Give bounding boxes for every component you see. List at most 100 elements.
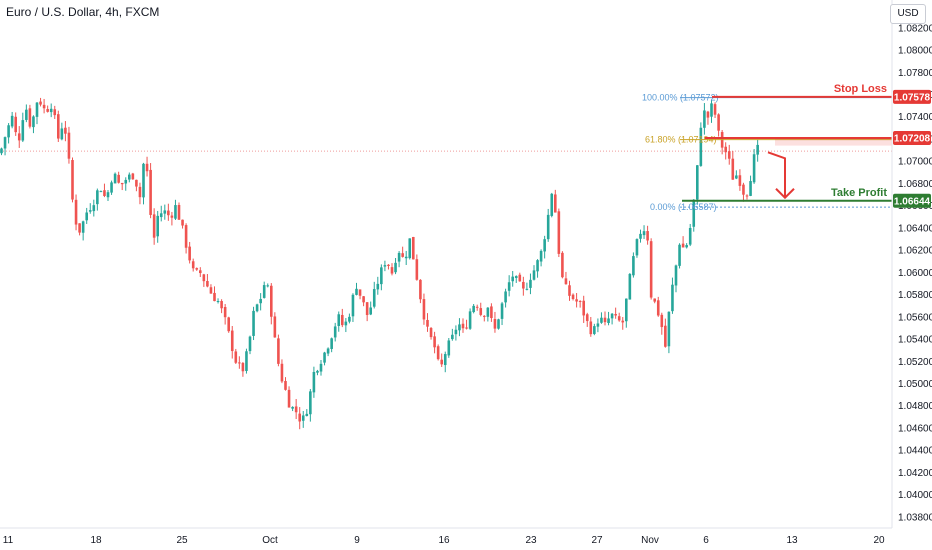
candle-body	[504, 291, 507, 303]
candle-body	[280, 363, 284, 382]
candle-body	[415, 259, 419, 280]
candle-body	[330, 338, 333, 349]
candle-body	[301, 415, 305, 421]
resistance-zone	[775, 138, 892, 146]
candle-body	[372, 289, 376, 307]
candle-body	[412, 236, 415, 260]
candle-body	[653, 298, 656, 302]
candle-body	[245, 351, 248, 371]
candle-body	[475, 306, 479, 308]
candle-body	[142, 163, 145, 198]
candle-body	[731, 158, 735, 180]
candle-body	[294, 406, 298, 413]
candle-body	[21, 120, 25, 141]
candle-body	[110, 182, 113, 193]
candle-body	[287, 389, 291, 408]
price-tags: 1.07578 1.07208 1.06644	[893, 89, 931, 208]
candle-body	[607, 318, 610, 324]
y-tick-label: 1.06200	[898, 246, 932, 257]
candle-body	[138, 186, 142, 198]
fib-label: 100.00% (1.07572)	[642, 93, 719, 103]
candle-body	[649, 241, 653, 298]
candle-body	[0, 148, 3, 154]
y-tick-label: 1.06400	[898, 223, 932, 234]
candle-body	[727, 151, 731, 159]
candle-body	[103, 190, 106, 196]
candle-body	[546, 214, 550, 240]
candle-body	[145, 163, 149, 172]
candle-body	[181, 219, 184, 226]
candle-body	[557, 211, 561, 254]
candle-body	[543, 239, 546, 252]
candle-body	[514, 276, 518, 279]
candle-body	[113, 173, 117, 184]
candle-body	[585, 314, 589, 322]
candle-body	[81, 221, 85, 233]
candle-body	[262, 285, 266, 298]
candle-body	[348, 316, 351, 322]
candle-body	[621, 320, 625, 323]
candle-body	[639, 233, 642, 239]
candle-body	[688, 227, 692, 245]
candlestick-series	[0, 97, 759, 430]
candle-body	[671, 284, 674, 312]
currency-button[interactable]: USD	[890, 4, 926, 24]
candle-body	[454, 329, 458, 335]
candle-body	[277, 338, 280, 364]
time-axis: 11 18 25 Oct 9 16 23 27 Nov 6 13 20	[3, 535, 885, 546]
x-tick-label: 23	[525, 535, 537, 546]
candle-body	[46, 109, 49, 112]
candle-body	[660, 314, 664, 328]
y-tick-label: 1.03800	[898, 512, 932, 523]
candle-body	[628, 273, 632, 300]
chart-title: Euro / U.S. Dollar, 4h, FXCM	[6, 5, 160, 19]
candle-body	[223, 307, 227, 318]
candle-body	[358, 289, 362, 296]
candle-body	[696, 165, 699, 200]
candle-body	[337, 314, 341, 326]
x-tick-label: 18	[90, 535, 102, 546]
candle-body	[685, 245, 688, 248]
candle-body	[387, 264, 390, 266]
candle-body	[589, 321, 593, 335]
candle-body	[7, 125, 10, 138]
candle-body	[99, 191, 103, 193]
candle-body	[266, 285, 270, 287]
candle-body	[216, 300, 220, 302]
candle-body	[131, 173, 135, 180]
candle-body	[479, 308, 483, 315]
candle-body	[532, 270, 536, 280]
candle-body	[468, 311, 472, 329]
candle-body	[752, 154, 756, 183]
candle-body	[539, 250, 543, 262]
candle-body	[326, 348, 330, 354]
candle-body	[735, 175, 738, 179]
candle-body	[582, 300, 585, 316]
candle-body	[596, 323, 600, 327]
candle-body	[745, 195, 749, 197]
candle-body	[35, 102, 39, 117]
candle-body	[78, 223, 81, 233]
candle-body	[312, 371, 316, 393]
arrow-head	[775, 188, 795, 200]
candle-body	[742, 184, 745, 195]
candle-body	[483, 315, 486, 317]
y-tick-label: 1.05800	[898, 290, 932, 301]
y-tick-label: 1.08000	[898, 46, 932, 57]
candle-body	[717, 114, 720, 131]
candle-body	[678, 244, 681, 266]
candle-body	[646, 231, 649, 241]
level-label: Stop Loss	[834, 83, 887, 95]
candle-body	[497, 319, 500, 329]
y-tick-label: 1.06000	[898, 268, 932, 279]
candle-body	[458, 324, 461, 331]
y-tick-label: 1.07000	[898, 157, 932, 168]
candle-body	[159, 213, 163, 218]
candle-body	[3, 137, 7, 149]
candle-body	[511, 276, 514, 282]
candle-body	[273, 316, 277, 338]
candle-body	[39, 101, 42, 105]
candle-body	[408, 238, 412, 259]
candle-body	[32, 116, 35, 128]
